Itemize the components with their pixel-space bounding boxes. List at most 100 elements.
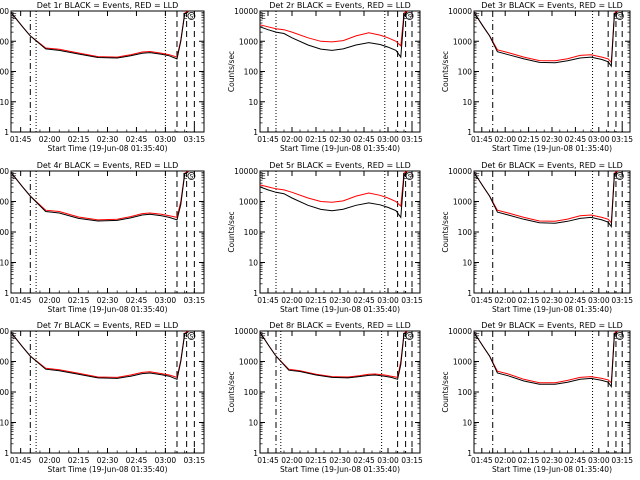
x-tick-label: 01:45 <box>257 296 279 305</box>
x-tick-label: 02:00 <box>281 456 303 465</box>
x-tick-label: 02:45 <box>353 456 375 465</box>
x-tick-label: 02:00 <box>494 456 516 465</box>
x-tick-label: 03:00 <box>588 296 610 305</box>
x-tick-label: 02:00 <box>39 456 61 465</box>
x-axis-label: Start Time (19-Jun-08 01:35:40) <box>492 144 612 153</box>
chart-panel-9: Det 9r BLACK = Events, RED = LLD 1 10 100 10… <box>441 321 633 474</box>
plot-frame <box>473 170 631 294</box>
y-tick-label: 10000 <box>234 167 258 176</box>
marker-e-right: E <box>183 172 188 181</box>
marker-e-left: E <box>261 332 266 341</box>
x-tick-label: 03:15 <box>401 456 423 465</box>
x-tick-label: 02:15 <box>68 135 90 144</box>
y-tick-label: 1 <box>4 128 9 137</box>
plot-frame <box>259 170 421 294</box>
x-axis-label: Start Time (19-Jun-08 01:35:40) <box>492 305 612 314</box>
series-line-events <box>10 331 189 380</box>
x-tick-label: 01:45 <box>10 296 32 305</box>
plot-frame <box>473 10 631 133</box>
x-tick-label: 02:00 <box>494 296 516 305</box>
x-tick-label: 02:00 <box>39 296 61 305</box>
plot-frame <box>10 170 205 294</box>
y-tick-label: 10000 <box>0 327 9 336</box>
y-axis-label: Counts/sec <box>441 51 450 92</box>
x-tick-label: 02:15 <box>305 456 327 465</box>
series-line-events <box>10 11 189 60</box>
chart-title: Det 4r BLACK = Events, RED = LLD <box>37 161 179 170</box>
y-tick-label: 10 <box>248 259 258 268</box>
plot-frame <box>473 330 631 454</box>
series-line-events <box>10 171 189 222</box>
y-tick-label: 1 <box>467 449 472 458</box>
y-tick-label: 1000 <box>453 37 472 46</box>
x-tick-label: 03:15 <box>611 456 633 465</box>
marker-s-circle <box>405 332 414 340</box>
y-tick-label: 1000 <box>0 198 9 207</box>
y-tick-label: 10 <box>248 98 258 107</box>
marker-s-circle <box>615 332 624 340</box>
x-tick-label: 03:00 <box>377 135 399 144</box>
series-line-events <box>259 11 408 59</box>
x-tick-label: 02:15 <box>518 296 540 305</box>
series-line-events <box>473 11 618 68</box>
y-tick-label: 1000 <box>239 358 258 367</box>
x-tick-label: 02:15 <box>305 135 327 144</box>
y-axis-label: Counts/sec <box>227 211 236 252</box>
chart-panel-4: Det 4r BLACK = Events, RED = LLD 1 10 100 10… <box>0 161 205 314</box>
series-line-events <box>473 171 618 229</box>
plot-frame <box>10 330 205 454</box>
x-tick-label: 02:30 <box>541 456 563 465</box>
marker-s-text: S <box>618 334 622 341</box>
x-tick-label: 02:45 <box>353 135 375 144</box>
y-tick-label: 1000 <box>0 358 9 367</box>
series-line-events <box>259 171 408 219</box>
chart-title: Det 5r BLACK = Events, RED = LLD <box>269 161 411 170</box>
y-tick-label: 1 <box>4 449 9 458</box>
x-tick-label: 03:00 <box>155 296 177 305</box>
series-line-lld <box>259 170 408 208</box>
marker-s-circle <box>187 332 196 340</box>
y-tick-label: 1 <box>467 128 472 137</box>
x-tick-label: 02:30 <box>541 296 563 305</box>
y-tick-label: 1 <box>4 289 9 298</box>
x-tick-label: 01:45 <box>471 135 493 144</box>
x-tick-label: 02:30 <box>97 296 119 305</box>
x-tick-label: 02:45 <box>126 135 148 144</box>
y-tick-label: 10000 <box>234 327 258 336</box>
x-axis-label: Start Time (19-Jun-08 01:35:40) <box>492 465 612 474</box>
chart-title: Det 9r BLACK = Events, RED = LLD <box>481 321 623 330</box>
y-tick-label: 100 <box>244 388 259 397</box>
x-tick-label: 03:00 <box>155 456 177 465</box>
y-tick-label: 10 <box>0 259 9 268</box>
y-tick-label: 100 <box>458 228 473 237</box>
y-tick-label: 1000 <box>0 37 9 46</box>
marker-e-left: E <box>475 332 480 341</box>
y-tick-label: 1000 <box>453 198 472 207</box>
x-tick-label: 02:45 <box>353 296 375 305</box>
x-tick-label: 01:45 <box>257 456 279 465</box>
x-tick-label: 01:45 <box>10 135 32 144</box>
x-tick-label: 02:00 <box>39 135 61 144</box>
marker-e-right: E <box>613 12 618 21</box>
marker-e-right: E <box>613 332 618 341</box>
x-tick-label: 02:15 <box>68 296 90 305</box>
y-tick-label: 10 <box>462 419 472 428</box>
y-tick-label: 1000 <box>239 37 258 46</box>
y-tick-label: 100 <box>244 68 259 77</box>
series-line-lld <box>259 330 408 378</box>
marker-e-left: E <box>261 172 266 181</box>
y-tick-label: 10000 <box>0 167 9 176</box>
y-tick-label: 100 <box>458 68 473 77</box>
series-line-events <box>473 331 618 389</box>
x-tick-label: 03:00 <box>377 456 399 465</box>
x-axis-label: Start Time (19-Jun-08 01:35:40) <box>48 305 168 314</box>
marker-e-right: E <box>613 172 618 181</box>
x-tick-label: 02:30 <box>329 296 351 305</box>
marker-e-right: E <box>402 172 407 181</box>
marker-s-circle <box>405 12 414 20</box>
x-tick-label: 02:15 <box>518 135 540 144</box>
y-tick-label: 100 <box>244 228 259 237</box>
chart-title: Det 1r BLACK = Events, RED = LLD <box>37 1 179 10</box>
x-tick-label: 02:30 <box>541 135 563 144</box>
marker-s-text: S <box>190 174 194 181</box>
